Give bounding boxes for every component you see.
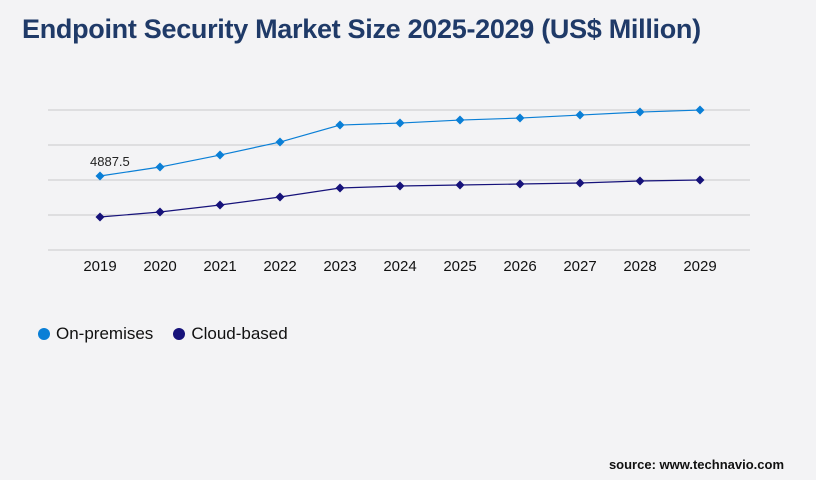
data-point (455, 180, 465, 190)
data-point (335, 183, 345, 193)
x-tick-label: 2025 (443, 258, 476, 275)
x-tick-label: 2028 (623, 258, 656, 275)
data-point (575, 110, 585, 120)
legend-item-cloud-based[interactable]: Cloud-based (173, 324, 288, 344)
x-tick-label: 2026 (503, 258, 536, 275)
legend-item-on-premises[interactable]: On-premises (38, 324, 153, 344)
legend-label: On-premises (56, 324, 154, 343)
data-point (275, 137, 285, 147)
legend-marker-icon (38, 328, 50, 340)
data-point (515, 113, 525, 123)
x-tick-label: 2021 (203, 258, 236, 275)
source-note: source: www.technavio.com (608, 457, 784, 472)
data-point (515, 179, 525, 189)
data-point (395, 181, 405, 191)
data-point (95, 212, 105, 222)
data-point (155, 207, 165, 217)
x-tick-label: 2020 (143, 258, 176, 275)
data-point (395, 118, 405, 128)
chart-title: Endpoint Security Market Size 2025-2029 … (22, 14, 701, 44)
x-tick-label: 2019 (83, 258, 116, 275)
data-point (455, 115, 465, 125)
data-point (95, 171, 105, 181)
data-point (275, 192, 285, 202)
x-tick-label: 2023 (323, 258, 356, 275)
x-tick-label: 2027 (563, 258, 596, 275)
data-point (635, 176, 645, 186)
x-tick-label: 2029 (683, 258, 716, 275)
legend-marker-icon (173, 328, 186, 340)
data-label: 4887.5 (90, 154, 130, 169)
legend-label: Cloud-based (191, 324, 288, 343)
data-point (155, 162, 165, 172)
legend: On-premises Cloud-based (38, 324, 288, 344)
x-tick-label: 2024 (383, 258, 416, 275)
data-point (575, 178, 585, 188)
data-point (215, 200, 225, 210)
data-point (695, 175, 705, 185)
data-point (215, 150, 225, 160)
data-point (695, 105, 705, 115)
data-point (635, 107, 645, 117)
x-tick-label: 2022 (263, 258, 296, 275)
data-point (335, 120, 345, 130)
